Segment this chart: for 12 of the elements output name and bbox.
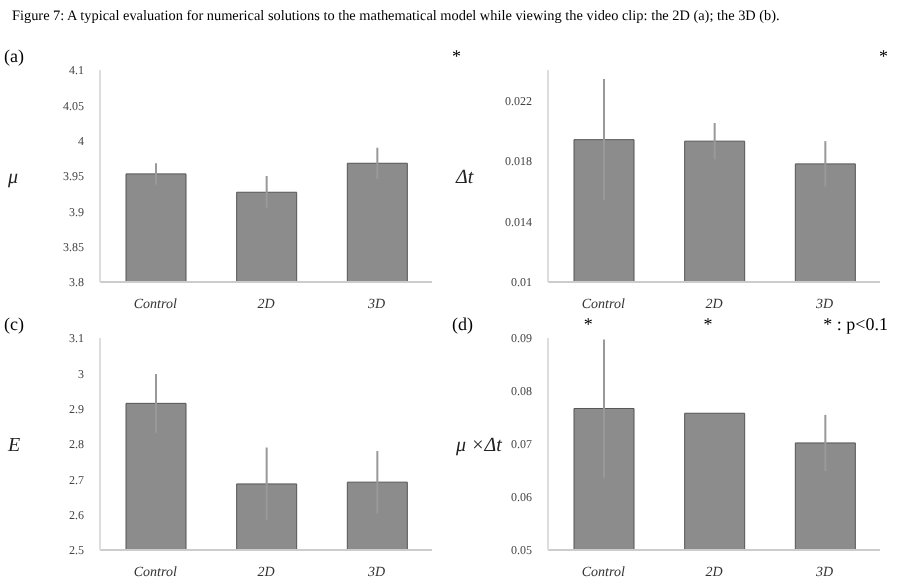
text: (d) <box>452 314 473 334</box>
y-axis-title: E <box>6 435 21 458</box>
text: (a) <box>4 46 24 66</box>
y-axis-title: μ <box>6 167 19 190</box>
y-axis-title: μ ×Δt <box>454 435 503 458</box>
text: * <box>879 46 888 66</box>
y-axis-title: Δt <box>454 167 474 190</box>
text: (c) <box>4 314 24 334</box>
text: * <box>703 314 713 334</box>
text: * : p<0.1 <box>823 314 888 334</box>
text: * <box>452 46 461 66</box>
text: * <box>583 314 593 334</box>
